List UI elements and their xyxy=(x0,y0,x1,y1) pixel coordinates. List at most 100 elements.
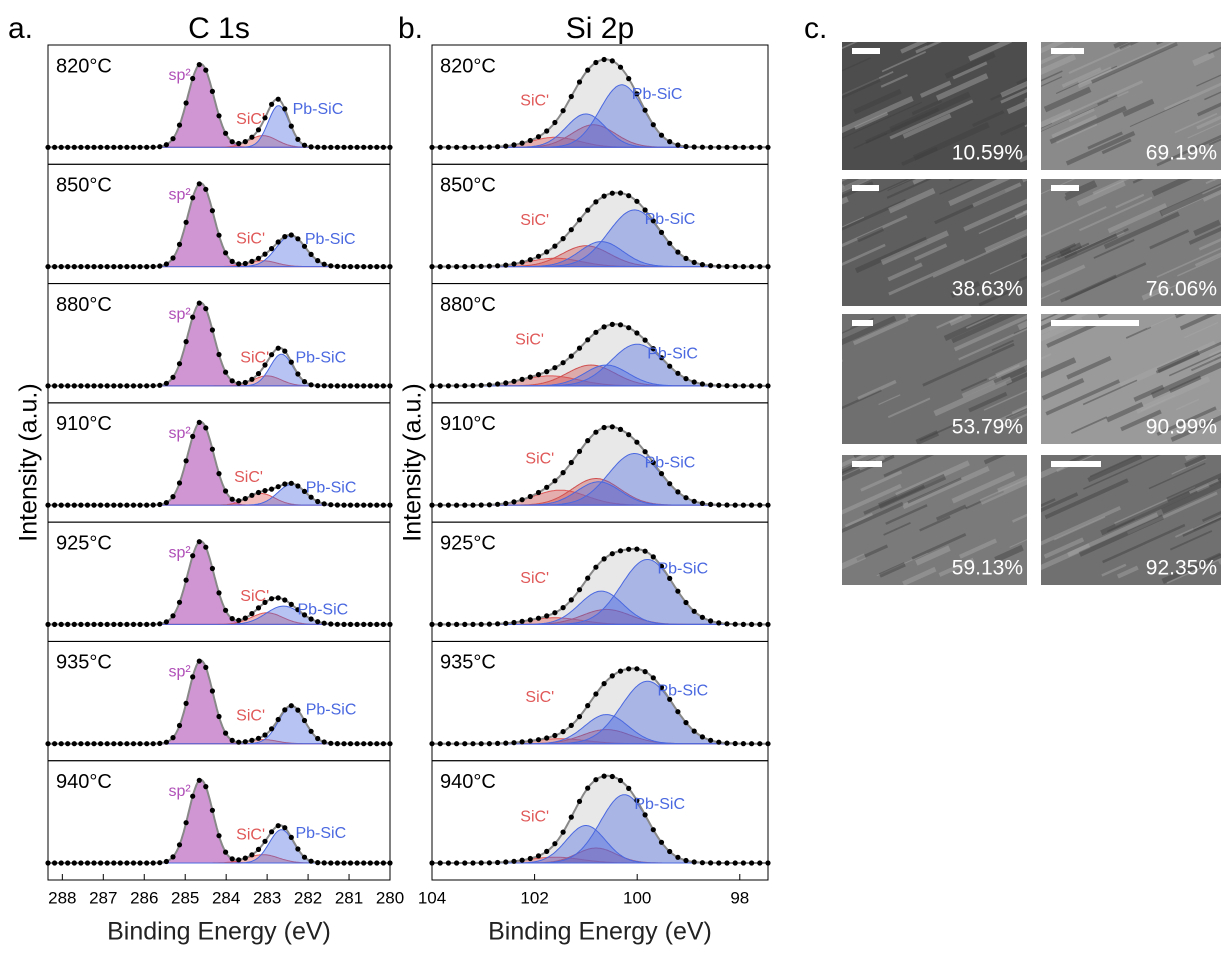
x-tick-label: 100 xyxy=(623,888,651,907)
streak xyxy=(1151,179,1193,197)
data-point xyxy=(196,777,202,783)
data-point xyxy=(354,264,360,270)
data-point xyxy=(617,548,624,554)
streak xyxy=(1041,233,1118,273)
streak xyxy=(1044,478,1129,520)
peak-label: SiC' xyxy=(520,212,549,229)
data-point xyxy=(229,258,235,264)
data-point xyxy=(757,502,763,508)
data-point xyxy=(642,812,648,818)
data-point xyxy=(183,820,189,826)
data-point xyxy=(249,492,255,498)
data-point xyxy=(163,261,169,267)
data-point xyxy=(255,127,262,133)
data-point xyxy=(495,859,501,866)
streak xyxy=(1129,99,1190,128)
data-point xyxy=(374,860,380,866)
data-point xyxy=(315,258,321,264)
streak xyxy=(1148,462,1206,490)
streak xyxy=(1119,42,1140,51)
data-point xyxy=(699,500,706,506)
data-point xyxy=(560,829,566,835)
data-point xyxy=(609,190,615,196)
peak-label: SiC' xyxy=(236,707,265,724)
data-point xyxy=(642,207,648,213)
data-point xyxy=(65,383,71,389)
data-point xyxy=(334,144,340,150)
data-point xyxy=(117,502,123,508)
streak xyxy=(922,342,1015,387)
streak xyxy=(1082,379,1138,406)
data-point xyxy=(71,860,77,866)
data-point xyxy=(321,501,327,507)
data-point xyxy=(137,264,143,270)
data-point xyxy=(111,383,117,389)
data-point xyxy=(650,122,656,128)
x-tick-label: 288 xyxy=(48,888,76,907)
streak xyxy=(1041,462,1065,479)
streak xyxy=(878,394,901,406)
streak xyxy=(1219,480,1221,485)
data-point xyxy=(454,264,460,270)
data-point xyxy=(52,741,58,747)
data-point xyxy=(560,470,566,476)
streak xyxy=(1043,86,1092,113)
data-point xyxy=(196,419,202,425)
streaks xyxy=(842,42,1027,167)
data-point xyxy=(374,741,380,747)
data-point xyxy=(98,144,104,150)
data-point xyxy=(367,383,373,389)
data-point xyxy=(568,814,574,820)
data-point xyxy=(176,480,183,486)
data-point xyxy=(78,502,84,508)
coverage-label: 76.06% xyxy=(1146,278,1217,301)
streak xyxy=(1150,361,1221,399)
data-point xyxy=(176,241,183,247)
data-point xyxy=(209,208,215,214)
data-point xyxy=(98,621,104,628)
data-point xyxy=(236,739,242,745)
data-point xyxy=(429,621,435,628)
data-point xyxy=(236,857,242,863)
coverage-label: 38.63% xyxy=(952,278,1023,301)
data-point xyxy=(183,700,189,707)
data-point xyxy=(236,261,242,267)
peak-label: Pb-SiC xyxy=(306,701,357,718)
data-point xyxy=(552,732,558,739)
data-point xyxy=(527,257,533,263)
data-point xyxy=(585,337,591,343)
data-point xyxy=(535,253,542,259)
data-point xyxy=(495,501,501,507)
data-point xyxy=(282,707,288,713)
data-point xyxy=(757,621,763,628)
streak xyxy=(997,406,1027,423)
streak xyxy=(888,187,936,214)
data-point xyxy=(749,741,755,747)
coverage-label: 10.59% xyxy=(952,142,1023,165)
data-point xyxy=(144,502,150,508)
data-point xyxy=(203,544,209,550)
peak-label: Pb-SiC xyxy=(657,561,708,578)
streak xyxy=(1100,487,1198,536)
data-point xyxy=(454,741,460,747)
coverage-label: 92.35% xyxy=(1146,557,1217,580)
data-point xyxy=(626,785,632,792)
data-point xyxy=(354,383,360,389)
data-point xyxy=(282,481,288,487)
data-point xyxy=(321,261,327,267)
data-point xyxy=(111,860,117,866)
streak xyxy=(935,73,989,101)
data-point xyxy=(486,144,492,150)
data-point xyxy=(301,854,308,860)
streak xyxy=(885,504,928,525)
streak xyxy=(988,364,1020,381)
data-point xyxy=(334,741,340,747)
streak xyxy=(900,42,928,54)
data-point xyxy=(157,860,163,866)
streak xyxy=(983,455,1007,465)
streak xyxy=(889,99,974,140)
data-point xyxy=(486,502,492,508)
streak xyxy=(1079,196,1153,232)
data-point xyxy=(288,703,294,709)
streak xyxy=(960,378,988,392)
